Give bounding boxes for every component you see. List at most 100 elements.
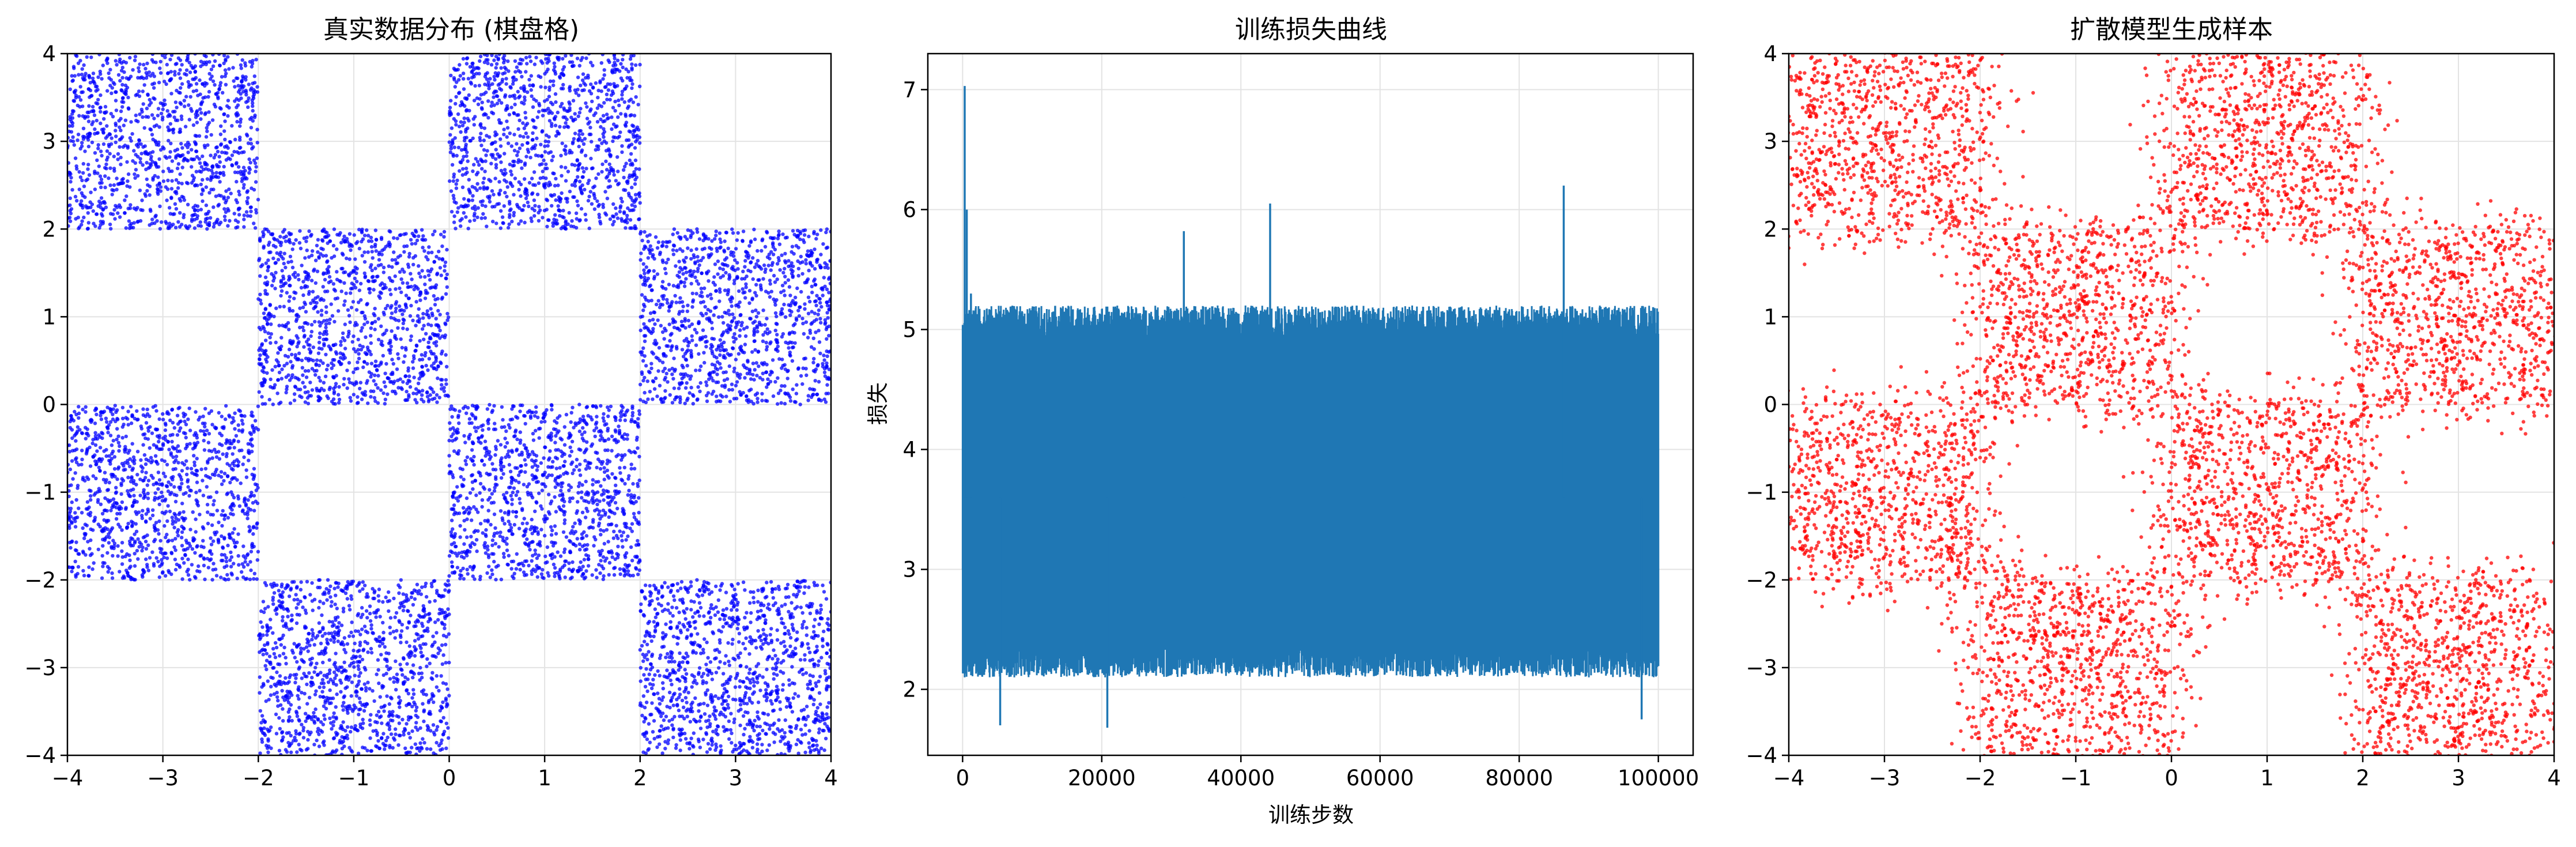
scatter-point <box>455 153 459 158</box>
scatter-point <box>617 103 621 107</box>
scatter-point <box>459 148 464 152</box>
scatter-point <box>287 274 291 278</box>
scatter-point <box>607 172 611 176</box>
scatter-point <box>404 306 409 310</box>
scatter-point <box>344 291 348 295</box>
scatter-point <box>452 145 456 149</box>
scatter-point <box>512 210 516 214</box>
scatter-point <box>163 475 167 479</box>
scatter-point <box>639 275 644 280</box>
scatter-point <box>224 189 228 193</box>
scatter-point <box>157 80 161 85</box>
scatter-point <box>358 381 362 385</box>
scatter-point <box>420 327 425 331</box>
scatter-point <box>296 387 300 391</box>
scatter-point <box>466 227 470 231</box>
scatter-point <box>483 74 488 78</box>
scatter-point <box>531 105 535 109</box>
scatter-point <box>167 224 171 229</box>
scatter-point <box>139 152 143 156</box>
scatter-point <box>258 292 262 296</box>
scatter-point <box>82 185 86 189</box>
scatter-point <box>288 401 293 405</box>
scatter-point <box>336 309 341 313</box>
scatter-point <box>497 180 501 184</box>
scatter-point <box>199 117 203 121</box>
scatter-point <box>587 178 591 183</box>
scatter-point <box>269 332 273 336</box>
scatter-point <box>470 185 474 189</box>
scatter-point <box>667 283 671 287</box>
scatter-point <box>209 153 213 157</box>
scatter-point <box>219 194 223 198</box>
scatter-point <box>612 173 616 177</box>
scatter-point <box>505 185 509 189</box>
scatter-point <box>783 384 787 388</box>
scatter-point <box>608 217 613 221</box>
scatter-point <box>810 310 814 314</box>
scatter-point <box>77 73 81 77</box>
scatter-point <box>454 101 458 106</box>
scatter-point <box>161 103 165 108</box>
scatter-point <box>690 338 694 342</box>
scatter-point <box>461 71 466 76</box>
scatter-point <box>765 231 769 235</box>
scatter-point <box>133 54 138 59</box>
scatter-point <box>220 150 224 155</box>
scatter-point <box>671 321 675 325</box>
scatter-point <box>285 291 289 295</box>
scatter-point <box>558 125 562 129</box>
scatter-point <box>795 286 799 291</box>
scatter-point <box>592 207 597 211</box>
scatter-point <box>119 61 124 65</box>
scatter-point <box>188 70 192 74</box>
scatter-point <box>780 357 784 362</box>
scatter-point <box>171 130 175 135</box>
scatter-point <box>99 93 103 97</box>
scatter-point <box>556 55 560 59</box>
scatter-point <box>671 232 675 236</box>
scatter-point <box>411 391 416 396</box>
scatter-point <box>99 121 103 126</box>
scatter-point <box>105 124 109 128</box>
scatter-point <box>254 58 258 62</box>
scatter-point <box>114 59 118 63</box>
scatter-point <box>547 95 552 99</box>
scatter-point <box>553 183 557 188</box>
scatter-point <box>433 229 437 234</box>
scatter-point <box>615 84 620 88</box>
scatter-point <box>565 197 569 201</box>
scatter-point <box>251 104 255 108</box>
scatter-point <box>92 80 96 84</box>
scatter-point <box>743 265 747 269</box>
scatter-point <box>81 126 86 130</box>
scatter-point <box>513 176 518 180</box>
scatter-point <box>471 169 475 174</box>
scatter-point <box>235 161 239 165</box>
scatter-point <box>260 395 264 399</box>
scatter-point <box>401 281 405 285</box>
scatter-point <box>649 366 654 371</box>
scatter-point <box>390 389 395 393</box>
scatter-point <box>790 359 795 363</box>
scatter-point <box>498 137 503 141</box>
scatter-point <box>485 77 489 81</box>
scatter-point <box>745 366 749 370</box>
scatter-point <box>602 101 606 105</box>
scatter-point <box>504 82 508 86</box>
scatter-point <box>139 107 143 112</box>
scatter-point <box>239 63 243 67</box>
scatter-point <box>221 452 225 456</box>
scatter-point <box>702 351 706 355</box>
scatter-point <box>527 78 531 82</box>
scatter-point <box>644 364 648 368</box>
scatter-point <box>755 324 759 328</box>
scatter-point <box>674 345 679 349</box>
scatter-point <box>534 55 538 60</box>
scatter-point <box>83 115 88 119</box>
scatter-point <box>394 310 398 314</box>
scatter-point <box>101 221 105 225</box>
scatter-point <box>163 155 167 159</box>
scatter-point <box>211 225 216 229</box>
scatter-point <box>526 90 530 94</box>
